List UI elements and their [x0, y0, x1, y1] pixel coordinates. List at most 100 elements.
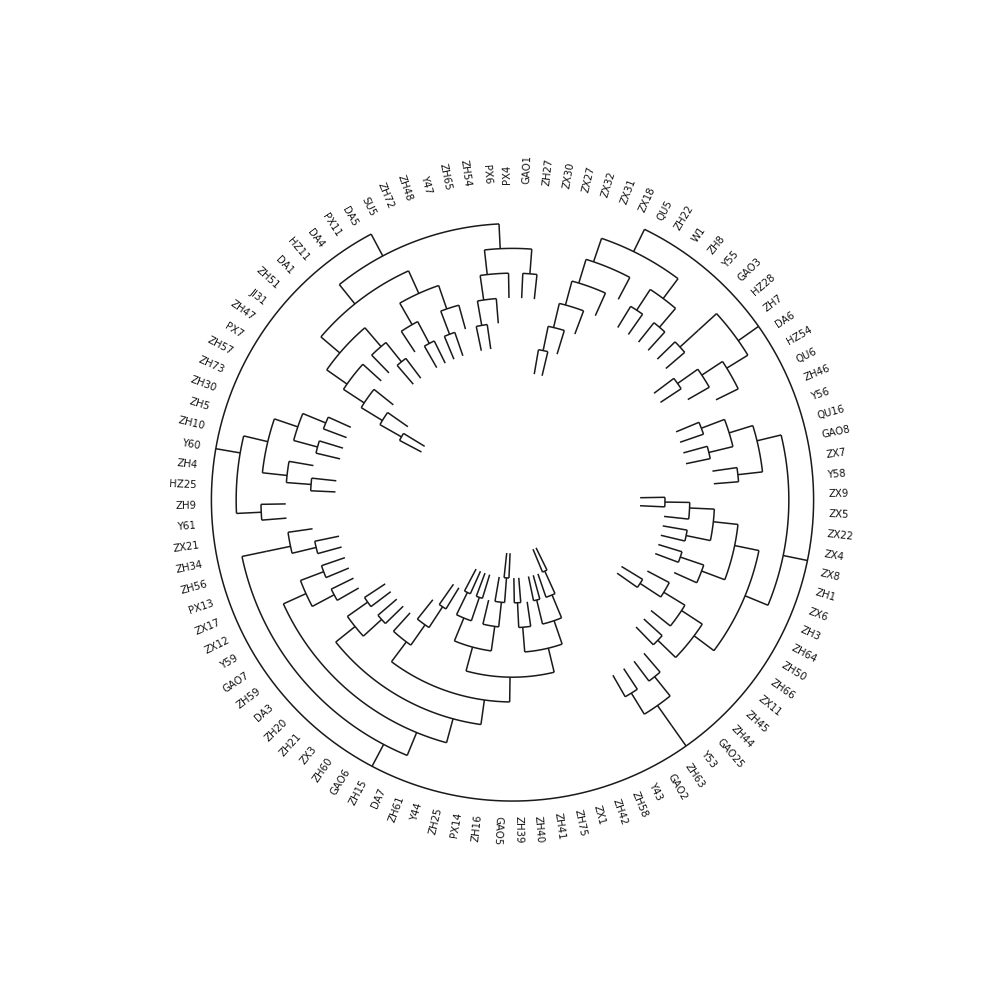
Text: ZH4: ZH4: [177, 458, 199, 471]
Text: ZX5: ZX5: [828, 509, 849, 520]
Text: ZX30: ZX30: [561, 161, 576, 189]
Text: ZH27: ZH27: [542, 157, 555, 186]
Text: ZH10: ZH10: [177, 416, 206, 432]
Text: ZH30: ZH30: [189, 374, 218, 393]
Text: ZH5: ZH5: [188, 397, 211, 412]
Text: ZH61: ZH61: [387, 794, 406, 824]
Text: ZH41: ZH41: [553, 813, 566, 841]
Text: ZX8: ZX8: [819, 568, 841, 583]
Text: ZH9: ZH9: [175, 501, 196, 511]
Text: ZX6: ZX6: [807, 607, 829, 623]
Text: ZX18: ZX18: [638, 185, 658, 214]
Text: Y44: Y44: [410, 801, 425, 822]
Text: ZH54: ZH54: [459, 159, 472, 187]
Text: ZX7: ZX7: [825, 446, 847, 459]
Text: ZX4: ZX4: [823, 548, 845, 562]
Text: ZH64: ZH64: [790, 644, 819, 664]
Text: DA3: DA3: [253, 702, 276, 724]
Text: ZH51: ZH51: [254, 265, 282, 291]
Text: ZH8: ZH8: [706, 234, 727, 255]
Text: ZH40: ZH40: [533, 815, 545, 842]
Text: ZH58: ZH58: [629, 790, 649, 820]
Text: GAO3: GAO3: [736, 255, 764, 283]
Text: ZX9: ZX9: [829, 489, 849, 499]
Text: ZH48: ZH48: [396, 173, 414, 203]
Text: Y56: Y56: [810, 386, 831, 402]
Text: Y60: Y60: [181, 438, 202, 451]
Text: HZ25: HZ25: [169, 479, 197, 491]
Text: QU6: QU6: [794, 346, 818, 364]
Text: ZX12: ZX12: [203, 636, 231, 655]
Text: ZH34: ZH34: [175, 559, 204, 575]
Text: Y61: Y61: [178, 521, 198, 532]
Text: PX7: PX7: [223, 321, 245, 340]
Text: ZH66: ZH66: [769, 677, 797, 701]
Text: PX14: PX14: [449, 811, 464, 838]
Text: GAO6: GAO6: [328, 767, 352, 797]
Text: Y55: Y55: [721, 248, 742, 269]
Text: ZX27: ZX27: [581, 165, 597, 193]
Text: HZ54: HZ54: [785, 325, 813, 347]
Text: ZH16: ZH16: [470, 814, 483, 842]
Text: HZ28: HZ28: [749, 272, 777, 298]
Text: ZH63: ZH63: [682, 761, 706, 790]
Text: ZH75: ZH75: [572, 809, 588, 838]
Text: ZH56: ZH56: [180, 579, 209, 596]
Text: ZH45: ZH45: [743, 709, 771, 735]
Text: Y53: Y53: [699, 749, 718, 771]
Text: PX6: PX6: [481, 164, 492, 185]
Text: DA6: DA6: [774, 310, 797, 330]
Text: Y47: Y47: [419, 175, 433, 196]
Text: ZH59: ZH59: [235, 686, 263, 711]
Text: Y43: Y43: [648, 781, 665, 803]
Text: ZH50: ZH50: [780, 660, 809, 683]
Text: DA4: DA4: [306, 228, 326, 250]
Text: ZH57: ZH57: [206, 335, 235, 356]
Text: QU5: QU5: [656, 198, 675, 223]
Text: ZH20: ZH20: [263, 717, 289, 743]
Text: GAO7: GAO7: [221, 670, 251, 694]
Text: ZH3: ZH3: [799, 625, 822, 643]
Text: ZH60: ZH60: [311, 756, 335, 784]
Text: QU16: QU16: [816, 404, 846, 421]
Text: ZH1: ZH1: [814, 588, 837, 603]
Text: ZH44: ZH44: [729, 724, 756, 749]
Text: W1: W1: [690, 225, 707, 244]
Text: ZH42: ZH42: [611, 797, 629, 827]
Text: GAO8: GAO8: [821, 425, 852, 441]
Text: ZX17: ZX17: [194, 617, 222, 637]
Text: DA7: DA7: [370, 786, 387, 810]
Text: DA1: DA1: [274, 254, 296, 276]
Text: DA5: DA5: [341, 205, 360, 228]
Text: Y59: Y59: [219, 652, 240, 671]
Text: PX13: PX13: [187, 598, 215, 616]
Text: ZX21: ZX21: [172, 541, 200, 553]
Text: ZX31: ZX31: [619, 177, 638, 206]
Text: GAO1: GAO1: [522, 154, 533, 184]
Text: HZ11: HZ11: [285, 236, 310, 263]
Text: ZH39: ZH39: [513, 816, 524, 843]
Text: ZX3: ZX3: [299, 744, 319, 766]
Text: ZH73: ZH73: [197, 354, 226, 375]
Text: GAO2: GAO2: [665, 772, 688, 802]
Text: ZH15: ZH15: [348, 777, 369, 807]
Text: PX11: PX11: [320, 212, 343, 239]
Text: SU5: SU5: [359, 196, 377, 219]
Text: ZH72: ZH72: [376, 180, 396, 210]
Text: Y58: Y58: [827, 468, 847, 479]
Text: JI31: JI31: [247, 287, 268, 307]
Text: ZH65: ZH65: [437, 162, 453, 191]
Text: ZX32: ZX32: [600, 170, 618, 199]
Text: ZH22: ZH22: [673, 204, 696, 233]
Text: ZH46: ZH46: [803, 363, 832, 383]
Text: GAO25: GAO25: [715, 737, 745, 770]
Text: ZX11: ZX11: [757, 693, 784, 718]
Text: ZH47: ZH47: [228, 299, 256, 323]
Text: ZX22: ZX22: [826, 529, 854, 542]
Text: PX4: PX4: [502, 164, 512, 184]
Text: ZH21: ZH21: [278, 731, 304, 758]
Text: GAO5: GAO5: [492, 816, 503, 845]
Text: ZH7: ZH7: [762, 293, 785, 314]
Text: ZX1: ZX1: [592, 804, 607, 826]
Text: ZH25: ZH25: [428, 807, 444, 836]
